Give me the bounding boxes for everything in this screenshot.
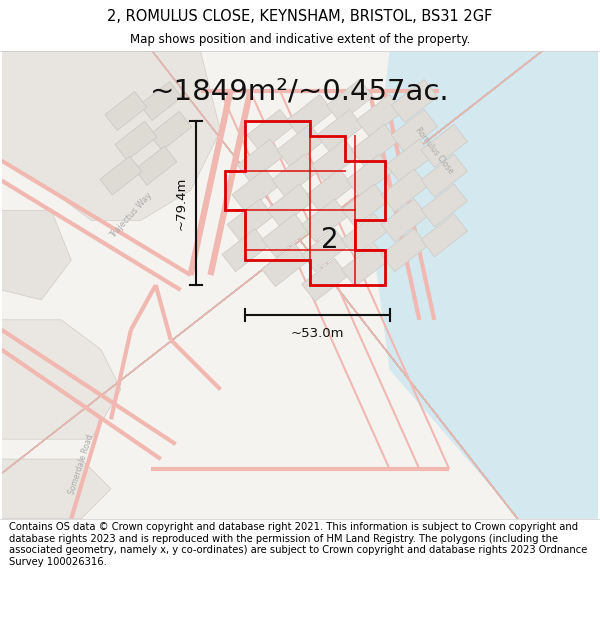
- Polygon shape: [370, 51, 598, 519]
- Polygon shape: [421, 214, 467, 257]
- Text: 2, ROMULUS CLOSE, KEYNSHAM, BRISTOL, BS31 2GF: 2, ROMULUS CLOSE, KEYNSHAM, BRISTOL, BS3…: [107, 9, 493, 24]
- Polygon shape: [277, 124, 323, 168]
- Polygon shape: [262, 244, 308, 287]
- Polygon shape: [105, 91, 147, 131]
- Polygon shape: [227, 199, 274, 242]
- Polygon shape: [307, 169, 353, 212]
- Polygon shape: [386, 139, 433, 182]
- Polygon shape: [341, 214, 388, 257]
- Text: Romulus Close: Romulus Close: [413, 126, 455, 176]
- Polygon shape: [237, 139, 283, 182]
- Polygon shape: [352, 124, 398, 168]
- Text: Contains OS data © Crown copyright and database right 2021. This information is : Contains OS data © Crown copyright and d…: [9, 522, 587, 567]
- Polygon shape: [302, 259, 348, 301]
- Text: ~1849m²/~0.457ac.: ~1849m²/~0.457ac.: [150, 77, 450, 105]
- Polygon shape: [381, 169, 428, 212]
- Polygon shape: [2, 459, 111, 519]
- Text: Trajectus Way: Trajectus Way: [108, 191, 154, 240]
- Polygon shape: [2, 320, 121, 439]
- Polygon shape: [100, 156, 142, 195]
- Polygon shape: [381, 199, 428, 242]
- Polygon shape: [317, 109, 363, 152]
- Polygon shape: [356, 94, 403, 138]
- Text: Map shows position and indicative extent of the property.: Map shows position and indicative extent…: [130, 33, 470, 46]
- Polygon shape: [262, 214, 308, 257]
- Text: 2: 2: [321, 226, 338, 254]
- Polygon shape: [115, 121, 157, 160]
- Polygon shape: [222, 229, 268, 272]
- Text: Somerdale Road: Somerdale Road: [67, 433, 95, 495]
- Polygon shape: [341, 184, 388, 227]
- Polygon shape: [421, 124, 467, 168]
- Polygon shape: [421, 184, 467, 227]
- Polygon shape: [341, 244, 388, 287]
- Polygon shape: [381, 229, 428, 272]
- Polygon shape: [302, 229, 348, 272]
- Polygon shape: [135, 146, 177, 185]
- Polygon shape: [287, 94, 333, 138]
- Polygon shape: [232, 169, 278, 212]
- Polygon shape: [421, 154, 467, 197]
- Text: ~79.4m: ~79.4m: [175, 176, 188, 229]
- Polygon shape: [2, 51, 220, 221]
- Polygon shape: [391, 109, 437, 152]
- Polygon shape: [391, 79, 437, 122]
- Polygon shape: [140, 81, 182, 121]
- Polygon shape: [267, 184, 313, 227]
- Polygon shape: [326, 79, 373, 122]
- Polygon shape: [149, 111, 192, 150]
- Polygon shape: [302, 199, 348, 242]
- Polygon shape: [247, 109, 293, 152]
- Polygon shape: [2, 211, 71, 300]
- Text: ~53.0m: ~53.0m: [290, 327, 344, 340]
- Polygon shape: [346, 154, 393, 197]
- Polygon shape: [272, 154, 318, 197]
- Polygon shape: [311, 139, 358, 182]
